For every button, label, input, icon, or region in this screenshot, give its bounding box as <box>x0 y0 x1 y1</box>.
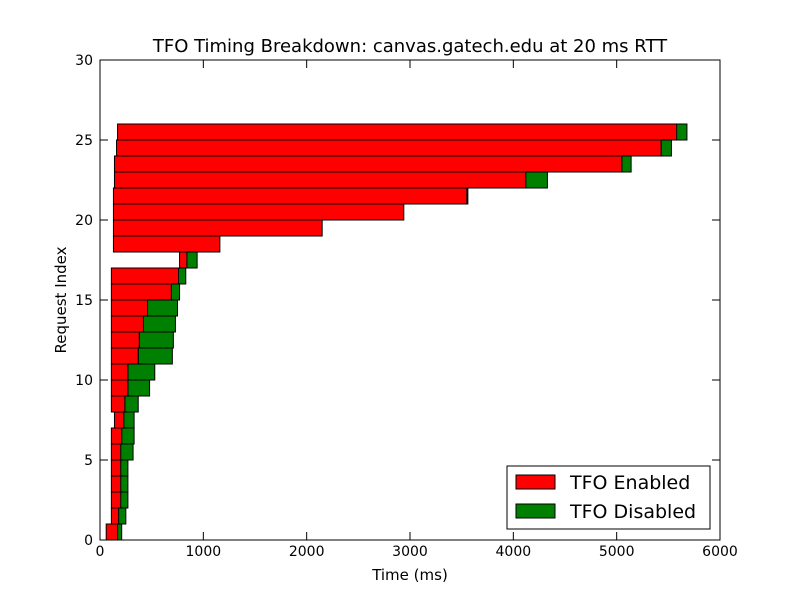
bar-tfo-enabled-17 <box>179 251 188 269</box>
y-tick-label: 15 <box>75 293 93 309</box>
bar-tfo-enabled-25 <box>117 123 678 141</box>
legend: TFO Enabled TFO Disabled <box>506 465 711 530</box>
bar-tfo-enabled-23 <box>113 155 623 173</box>
x-tick-label: 3000 <box>392 544 428 560</box>
bar-tfo-disabled-8 <box>124 395 139 413</box>
bar-tfo-enabled-15 <box>110 283 172 301</box>
bar-tfo-disabled-11 <box>137 347 173 365</box>
y-tick-label: 0 <box>84 533 93 549</box>
bar-tfo-enabled-1 <box>110 507 120 525</box>
bar-tfo-enabled-18 <box>112 235 221 253</box>
chart-title: TFO Timing Breakdown: canvas.gatech.edu … <box>152 36 668 57</box>
bar-tfo-disabled-16 <box>178 267 187 285</box>
bar-tfo-enabled-2 <box>110 491 122 509</box>
ticks-layer: 0 1000 2000 3000 4000 5000 6000 0 5 10 15 20 25 30 <box>75 53 738 560</box>
bar-tfo-enabled-7 <box>113 411 125 429</box>
bar-tfo-enabled-24 <box>116 139 662 157</box>
x-tick-label: 0 <box>96 544 105 560</box>
bar-tfo-disabled-23 <box>621 155 632 173</box>
x-tick-label: 2000 <box>289 544 325 560</box>
x-tick-label: 6000 <box>702 544 738 560</box>
y-tick-label: 5 <box>84 453 93 469</box>
bar-tfo-disabled-1 <box>118 507 127 525</box>
bar-tfo-enabled-21 <box>112 187 468 205</box>
x-tick-label: 5000 <box>599 544 635 560</box>
bar-tfo-enabled-11 <box>110 347 139 365</box>
bar-tfo-disabled-2 <box>120 491 129 509</box>
x-axis-label: Time (ms) <box>371 566 448 584</box>
bar-tfo-disabled-14 <box>147 299 179 317</box>
bar-tfo-disabled-13 <box>142 315 176 333</box>
bar-tfo-disabled-22 <box>525 171 548 189</box>
y-tick-label: 25 <box>75 133 93 149</box>
y-tick-label: 10 <box>75 373 93 389</box>
legend-label-tfo-enabled: TFO Enabled <box>569 472 690 494</box>
bar-tfo-disabled-7 <box>123 411 135 429</box>
bar-tfo-enabled-22 <box>113 171 527 189</box>
bar-tfo-disabled-4 <box>120 459 129 477</box>
bar-tfo-enabled-5 <box>110 443 122 461</box>
bar-tfo-disabled-6 <box>121 427 135 445</box>
legend-swatch-tfo-disabled <box>515 503 556 519</box>
bar-tfo-disabled-10 <box>127 363 156 381</box>
bar-tfo-enabled-16 <box>110 267 180 285</box>
bars-layer <box>105 123 688 541</box>
bar-tfo-enabled-8 <box>110 395 126 413</box>
bar-tfo-disabled-3 <box>120 475 129 493</box>
bar-tfo-enabled-0 <box>105 523 119 541</box>
bar-tfo-enabled-14 <box>110 299 149 317</box>
bar-tfo-disabled-24 <box>660 139 672 157</box>
bar-tfo-disabled-12 <box>138 331 174 349</box>
x-tick-label: 4000 <box>496 544 532 560</box>
bar-tfo-disabled-0 <box>117 523 123 541</box>
legend-label-tfo-disabled: TFO Disabled <box>569 501 696 523</box>
y-tick-label: 20 <box>75 213 93 229</box>
bar-tfo-enabled-20 <box>112 203 405 221</box>
bar-tfo-enabled-10 <box>110 363 129 381</box>
y-tick-label: 30 <box>75 53 93 69</box>
bar-tfo-enabled-12 <box>110 331 140 349</box>
bar-tfo-enabled-6 <box>110 427 123 445</box>
bar-tfo-enabled-4 <box>110 459 122 477</box>
bar-tfo-disabled-5 <box>120 443 134 461</box>
bar-tfo-enabled-3 <box>110 475 122 493</box>
plot-frame <box>99 59 721 541</box>
bar-tfo-disabled-17 <box>186 251 198 269</box>
bar-tfo-enabled-9 <box>110 379 129 397</box>
legend-swatch-tfo-enabled <box>515 474 556 490</box>
x-tick-label: 1000 <box>186 544 222 560</box>
y-axis-label: Request Index <box>52 246 70 353</box>
bar-tfo-disabled-15 <box>170 283 181 301</box>
bar-tfo-enabled-19 <box>112 219 323 237</box>
bar-tfo-enabled-13 <box>110 315 144 333</box>
bar-tfo-disabled-9 <box>127 379 151 397</box>
bar-tfo-disabled-25 <box>676 123 688 141</box>
